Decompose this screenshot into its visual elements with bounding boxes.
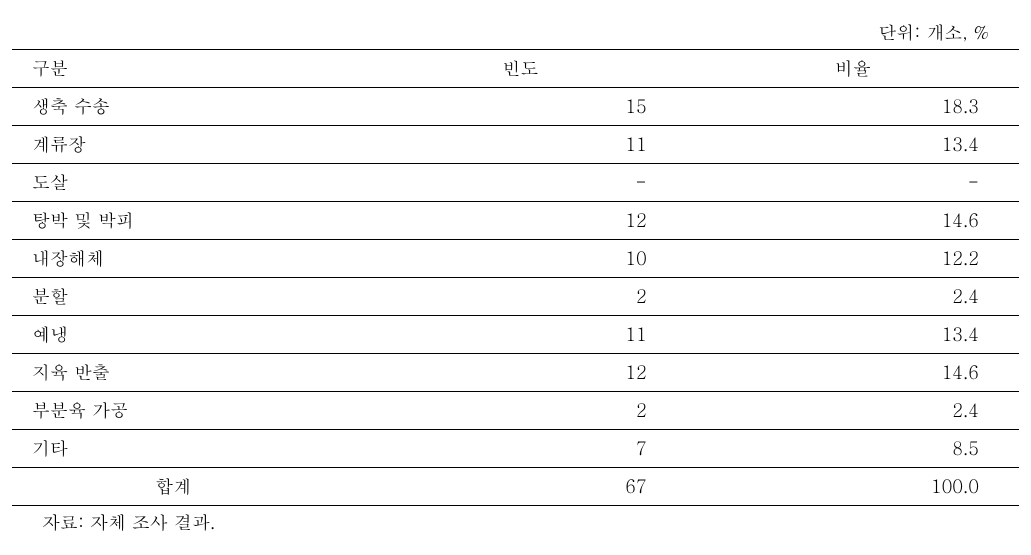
cell-category: 지육 반출 <box>12 354 354 392</box>
header-frequency: 빈도 <box>354 50 686 88</box>
cell-frequency: - <box>354 164 686 202</box>
table-body: 생축 수송 15 18.3 계류장 11 13.4 도살 - - 탕박 및 박피… <box>12 88 1019 506</box>
table-total-row: 합계 67 100.0 <box>12 468 1019 506</box>
table-row: 내장해체 10 12.2 <box>12 240 1019 278</box>
cell-total-frequency: 67 <box>354 468 686 506</box>
cell-category: 기타 <box>12 430 354 468</box>
data-table: 구분 빈도 비율 생축 수송 15 18.3 계류장 11 13.4 도살 - … <box>12 49 1019 506</box>
header-ratio: 비율 <box>687 50 1019 88</box>
table-row: 도살 - - <box>12 164 1019 202</box>
cell-total-ratio: 100.0 <box>687 468 1019 506</box>
header-category: 구분 <box>12 50 354 88</box>
table-row: 계류장 11 13.4 <box>12 126 1019 164</box>
unit-label: 단위: 개소, % <box>12 20 1019 45</box>
table-row: 지육 반출 12 14.6 <box>12 354 1019 392</box>
cell-ratio: 8.5 <box>687 430 1019 468</box>
table-row: 기타 7 8.5 <box>12 430 1019 468</box>
cell-total-category: 합계 <box>12 468 354 506</box>
table-header-row: 구분 빈도 비율 <box>12 50 1019 88</box>
table-row: 부분육 가공 2 2.4 <box>12 392 1019 430</box>
cell-ratio: 13.4 <box>687 316 1019 354</box>
cell-ratio: 14.6 <box>687 202 1019 240</box>
source-note: 자료: 자체 조사 결과. <box>12 510 1019 535</box>
cell-ratio: 12.2 <box>687 240 1019 278</box>
cell-frequency: 2 <box>354 278 686 316</box>
cell-category: 예냉 <box>12 316 354 354</box>
table-row: 예냉 11 13.4 <box>12 316 1019 354</box>
cell-frequency: 11 <box>354 126 686 164</box>
cell-category: 내장해체 <box>12 240 354 278</box>
cell-category: 분할 <box>12 278 354 316</box>
cell-frequency: 2 <box>354 392 686 430</box>
cell-ratio: - <box>687 164 1019 202</box>
cell-category: 탕박 및 박피 <box>12 202 354 240</box>
cell-ratio: 2.4 <box>687 392 1019 430</box>
cell-frequency: 15 <box>354 88 686 126</box>
table-row: 분할 2 2.4 <box>12 278 1019 316</box>
cell-frequency: 12 <box>354 354 686 392</box>
cell-ratio: 14.6 <box>687 354 1019 392</box>
table-row: 탕박 및 박피 12 14.6 <box>12 202 1019 240</box>
cell-frequency: 12 <box>354 202 686 240</box>
cell-ratio: 2.4 <box>687 278 1019 316</box>
cell-ratio: 13.4 <box>687 126 1019 164</box>
cell-category: 도살 <box>12 164 354 202</box>
cell-frequency: 10 <box>354 240 686 278</box>
cell-category: 생축 수송 <box>12 88 354 126</box>
cell-category: 계류장 <box>12 126 354 164</box>
cell-ratio: 18.3 <box>687 88 1019 126</box>
table-row: 생축 수송 15 18.3 <box>12 88 1019 126</box>
cell-frequency: 7 <box>354 430 686 468</box>
cell-frequency: 11 <box>354 316 686 354</box>
cell-category: 부분육 가공 <box>12 392 354 430</box>
